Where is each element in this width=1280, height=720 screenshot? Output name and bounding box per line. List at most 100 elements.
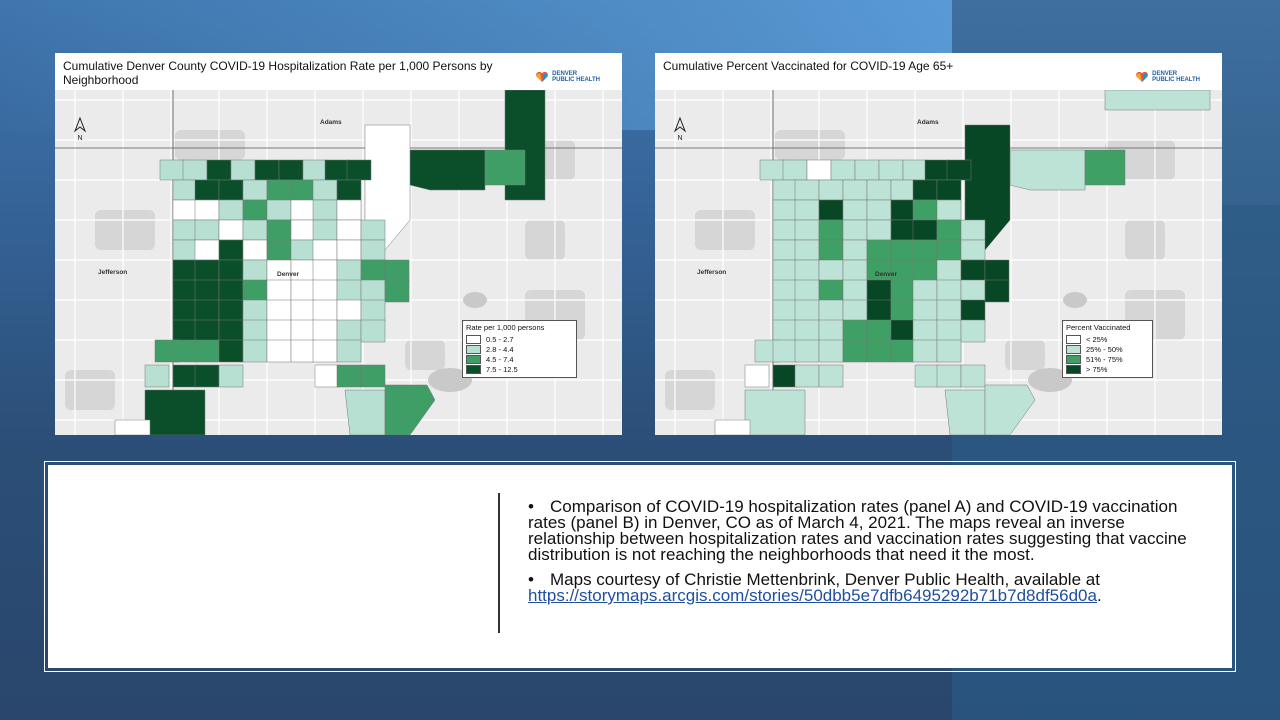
legend-item: < 25% [1066, 334, 1148, 344]
neighborhood [266, 239, 292, 261]
neighborhood [346, 159, 372, 181]
neighborhood [936, 259, 962, 283]
map-title: Cumulative Percent Vaccinated for COVID-… [663, 59, 954, 73]
neighborhood [218, 259, 244, 283]
neighborhood [290, 199, 316, 221]
neighborhood [242, 319, 268, 343]
hospitalization-choropleth [55, 90, 622, 435]
neighborhood [312, 299, 338, 323]
neighborhood [172, 339, 198, 363]
adams-label: Adams [917, 119, 939, 126]
neighborhood [818, 364, 844, 388]
neighborhood [360, 319, 386, 343]
adams-label: Adams [320, 119, 342, 126]
neighborhood [944, 389, 986, 435]
neighborhood [336, 199, 362, 221]
neighborhood [772, 319, 798, 343]
neighborhood [336, 364, 362, 388]
caption-end: . [1096, 586, 1102, 605]
neighborhood [772, 219, 798, 241]
legend-label: > 75% [1086, 364, 1108, 374]
north-label: N [677, 135, 683, 142]
neighborhood [254, 159, 280, 181]
neighborhood [924, 159, 950, 181]
urban-area [405, 340, 445, 370]
neighborhood [866, 319, 892, 343]
neighborhood [194, 364, 220, 388]
neighborhood [194, 199, 220, 221]
neighborhood [866, 239, 892, 261]
neighborhood [890, 239, 916, 261]
neighborhood [890, 299, 916, 323]
neighborhood [936, 339, 962, 363]
neighborhood [960, 299, 986, 323]
neighborhood [912, 239, 938, 261]
neighborhood [984, 384, 1036, 435]
neighborhood [242, 339, 268, 363]
neighborhood [960, 259, 986, 283]
neighborhood [266, 339, 292, 363]
neighborhood [218, 364, 244, 388]
legend-item: 2.8 - 4.4 [466, 344, 572, 354]
neighborhood [914, 364, 940, 388]
neighborhood [266, 179, 292, 201]
caption-bullets: • Comparison of COVID-19 hospitalization … [528, 498, 1188, 613]
neighborhood [794, 364, 820, 388]
neighborhood [772, 339, 798, 363]
storymap-link[interactable]: https://storymaps.arcgis.com/stories/50d… [528, 586, 1097, 605]
neighborhood [218, 179, 244, 201]
neighborhood [266, 279, 292, 303]
logo-line2: PUBLIC HEALTH [1152, 77, 1200, 83]
neighborhood [242, 219, 268, 241]
neighborhood [912, 279, 938, 303]
neighborhood [794, 319, 820, 343]
legend-item: 25% - 50% [1066, 344, 1148, 354]
denver-label: Denver [875, 271, 898, 278]
north-arrow-icon [73, 116, 87, 133]
neighborhood [312, 219, 338, 241]
neighborhood [772, 364, 798, 388]
neighborhood [230, 159, 256, 181]
neighborhood [172, 219, 198, 241]
lake [1028, 368, 1072, 392]
neighborhood [818, 339, 844, 363]
neighborhood [172, 279, 198, 303]
legend-item: > 75% [1066, 364, 1148, 374]
bullet-marker: • [528, 570, 534, 589]
neighborhood [794, 259, 820, 283]
neighborhood [312, 339, 338, 363]
legend-label: 7.5 - 12.5 [486, 364, 518, 374]
neighborhood [312, 239, 338, 261]
neighborhood [866, 279, 892, 303]
neighborhood [866, 299, 892, 323]
neighborhood [312, 279, 338, 303]
urban-area [95, 210, 155, 250]
legend-title: Rate per 1,000 persons [466, 323, 545, 332]
neighborhood [984, 279, 1010, 303]
neighborhood [360, 239, 386, 261]
neighborhood [194, 279, 220, 303]
lake [463, 292, 487, 308]
neighborhood [194, 259, 220, 283]
neighborhood [218, 239, 244, 261]
neighborhood [290, 299, 316, 323]
neighborhood [336, 219, 362, 241]
neighborhood [1104, 90, 1211, 111]
neighborhood [218, 279, 244, 303]
neighborhood [782, 159, 808, 181]
neighborhood [159, 159, 185, 181]
neighborhood [384, 279, 410, 303]
neighborhood [302, 159, 328, 181]
neighborhood [912, 299, 938, 323]
neighborhood [312, 319, 338, 343]
neighborhood [218, 319, 244, 343]
neighborhood [242, 299, 268, 323]
neighborhood [172, 319, 198, 343]
neighborhood [842, 239, 868, 261]
neighborhood [912, 259, 938, 283]
neighborhood [890, 339, 916, 363]
neighborhood [1084, 149, 1126, 186]
neighborhood [172, 259, 198, 283]
neighborhood [912, 339, 938, 363]
neighborhood [194, 239, 220, 261]
